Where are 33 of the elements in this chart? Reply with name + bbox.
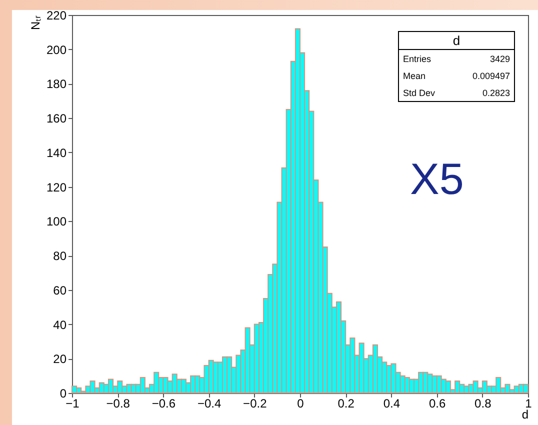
x-tick-label: 0.4 <box>383 396 400 410</box>
y-tick-label: 220 <box>46 8 67 22</box>
x-tick-label: −0.4 <box>197 396 222 410</box>
y-axis-title: Nₜᵣ <box>28 15 42 30</box>
x-tick-label: 0 <box>297 396 304 410</box>
annotation: d <box>399 32 514 50</box>
y-tick-label: 40 <box>53 318 67 332</box>
y-tick-label: 100 <box>46 214 67 229</box>
y-tick-label: 80 <box>53 249 67 264</box>
x-tick-label: 0.2 <box>338 396 355 410</box>
y-tick-label: 200 <box>46 42 67 57</box>
y-tick-label: 140 <box>46 146 67 160</box>
x-tick-label: −0.8 <box>106 396 130 410</box>
y-tick-label: 180 <box>46 77 67 92</box>
x-tick-label: −1 <box>66 396 80 410</box>
y-tick-label: 60 <box>53 283 67 298</box>
x-tick-label: −0.2 <box>243 396 268 410</box>
annotation: Mean <box>403 71 426 81</box>
x-tick-label: 0.8 <box>474 396 492 410</box>
annotation: 3429 <box>490 54 510 64</box>
x-axis-title: d <box>522 408 528 422</box>
x-tick-label: 0.6 <box>428 396 446 410</box>
annotation: Entries <box>403 54 432 64</box>
annotation: Std Dev <box>403 88 436 98</box>
annotation: 0.009497 <box>472 71 510 81</box>
y-tick-label: 160 <box>46 112 67 126</box>
y-tick-label: 120 <box>46 180 67 194</box>
y-tick-label: 20 <box>53 352 67 366</box>
x-tick-label: 1 <box>525 396 532 410</box>
annotation: 0.2823 <box>482 88 510 98</box>
y-tick-label: 0 <box>60 386 67 400</box>
x-tick-label: −0.6 <box>152 396 176 410</box>
annotation: X5 <box>410 155 464 205</box>
